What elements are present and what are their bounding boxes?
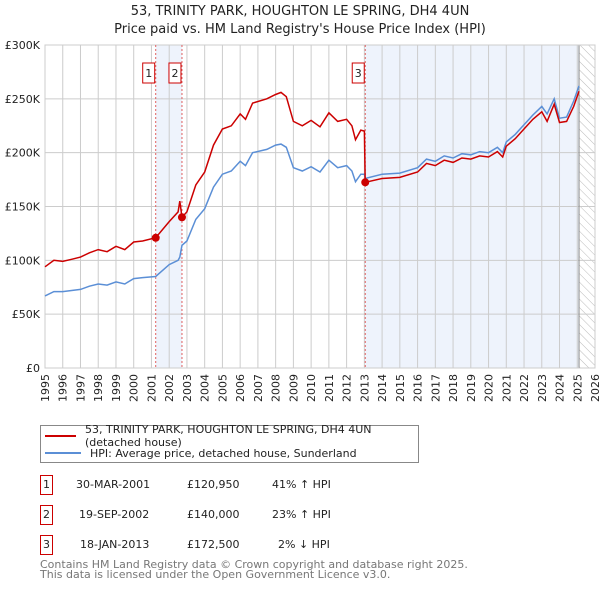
sale-price: £120,950 bbox=[187, 478, 240, 491]
sale-marker-label: 2 bbox=[171, 67, 178, 80]
footer-line-2: This data is licensed under the Open Gov… bbox=[40, 568, 391, 581]
x-tick-label: 2018 bbox=[447, 374, 460, 402]
x-tick-label: 2004 bbox=[199, 374, 212, 402]
sale-marker-label: 3 bbox=[355, 67, 362, 80]
y-tick-label: £0 bbox=[26, 362, 40, 375]
sale-date: 30-MAR-2001 bbox=[76, 478, 151, 491]
y-tick-label: £200K bbox=[5, 147, 41, 160]
sale-date: 18-JAN-2013 bbox=[80, 538, 150, 551]
legend-hpi-label: HPI: Average price, detached house, Sund… bbox=[90, 446, 357, 460]
x-tick-label: 1999 bbox=[110, 374, 123, 402]
sale-price: £172,500 bbox=[187, 538, 240, 551]
legend-price-label: 53, TRINITY PARK, HOUGHTON LE SPRING, DH… bbox=[84, 423, 372, 449]
legend-price-swatch bbox=[45, 435, 76, 437]
y-tick-label: £250K bbox=[5, 93, 41, 106]
chart-subtitle: Price paid vs. HM Land Registry's House … bbox=[114, 22, 486, 37]
x-tick-label: 2019 bbox=[465, 374, 478, 402]
x-tick-label: 2006 bbox=[234, 374, 247, 402]
chart-title: 53, TRINITY PARK, HOUGHTON LE SPRING, DH… bbox=[130, 4, 470, 19]
sale-point bbox=[177, 213, 186, 222]
sale-badge: 3 bbox=[40, 535, 53, 555]
x-tick-label: 2025 bbox=[571, 374, 584, 402]
y-tick-label: £300K bbox=[5, 39, 41, 52]
plot-frame bbox=[44, 44, 596, 369]
x-tick-label: 2009 bbox=[287, 374, 300, 402]
chart: 1995 1996 1997 1998 1999 2000 2001 2002 2003 2004… bbox=[5, 39, 600, 402]
series-price bbox=[44, 91, 580, 268]
sale-date: 19-SEP-2002 bbox=[79, 508, 150, 521]
x-tick-label: 2024 bbox=[554, 374, 567, 402]
x-tick-label: 2007 bbox=[252, 374, 265, 402]
sale-hpi: 23% ↑ HPI bbox=[272, 508, 331, 521]
sale-marker-box bbox=[168, 62, 182, 84]
legend: 53, TRINITY PARK, HOUGHTON LE SPRING, DH… bbox=[40, 423, 419, 463]
sale-point bbox=[151, 233, 160, 242]
x-tick-label: 2020 bbox=[483, 374, 496, 402]
x-tick-label: 2021 bbox=[500, 374, 513, 402]
series-hpi bbox=[44, 85, 580, 297]
sale-row: 2 19-SEP-2002 £140,000 23% ↑ HPI bbox=[40, 505, 440, 525]
sale-row: 1 30-MAR-2001 £120,950 41% ↑ HPI bbox=[40, 475, 440, 495]
x-tick-label: 2012 bbox=[341, 374, 354, 402]
legend-hpi-swatch bbox=[45, 452, 81, 454]
x-tick-label: 2002 bbox=[163, 374, 176, 402]
x-tick-label: 2015 bbox=[394, 374, 407, 402]
x-tick-label: 2008 bbox=[270, 374, 283, 402]
sale-badge: 1 bbox=[40, 475, 53, 495]
x-tick-label: 2017 bbox=[429, 374, 442, 402]
x-tick-label: 1995 bbox=[39, 374, 52, 402]
y-tick-label: £50K bbox=[12, 308, 41, 321]
x-tick-label: 1996 bbox=[57, 374, 70, 402]
y-tick-label: £100K bbox=[5, 254, 41, 267]
x-tick-label: 2001 bbox=[145, 374, 158, 402]
sale-marker-box bbox=[351, 62, 365, 84]
sale-row: 3 18-JAN-2013 £172,500 2% ↓ HPI bbox=[40, 535, 440, 555]
x-tick-label: 2011 bbox=[323, 374, 336, 402]
x-tick-label: 2022 bbox=[518, 374, 531, 402]
sale-hpi: 41% ↑ HPI bbox=[272, 478, 331, 491]
x-tick-label: 2014 bbox=[376, 374, 389, 402]
x-tick-label: 2003 bbox=[181, 374, 194, 402]
x-tick-label: 2005 bbox=[216, 374, 229, 402]
y-tick-label: £150K bbox=[5, 201, 41, 214]
x-tick-label: 1997 bbox=[74, 374, 87, 402]
sale-marker-label: 1 bbox=[145, 67, 152, 80]
x-tick-label: 2026 bbox=[589, 374, 600, 402]
sale-badge: 2 bbox=[40, 505, 53, 525]
x-tick-label: 1998 bbox=[92, 374, 105, 402]
x-tick-label: 2010 bbox=[305, 374, 318, 402]
footer: Contains HM Land Registry data © Crown c… bbox=[40, 558, 468, 581]
sale-marker-box bbox=[142, 62, 156, 84]
sale-hpi: 2% ↓ HPI bbox=[278, 538, 330, 551]
x-tick-label: 2013 bbox=[358, 374, 371, 402]
sale-price: £140,000 bbox=[187, 508, 240, 521]
footer-line-1: Contains HM Land Registry data © Crown c… bbox=[40, 558, 468, 571]
x-tick-label: 2000 bbox=[128, 374, 141, 402]
x-tick-label: 2023 bbox=[536, 374, 549, 402]
sale-point bbox=[361, 178, 370, 187]
x-tick-label: 2016 bbox=[412, 374, 425, 402]
